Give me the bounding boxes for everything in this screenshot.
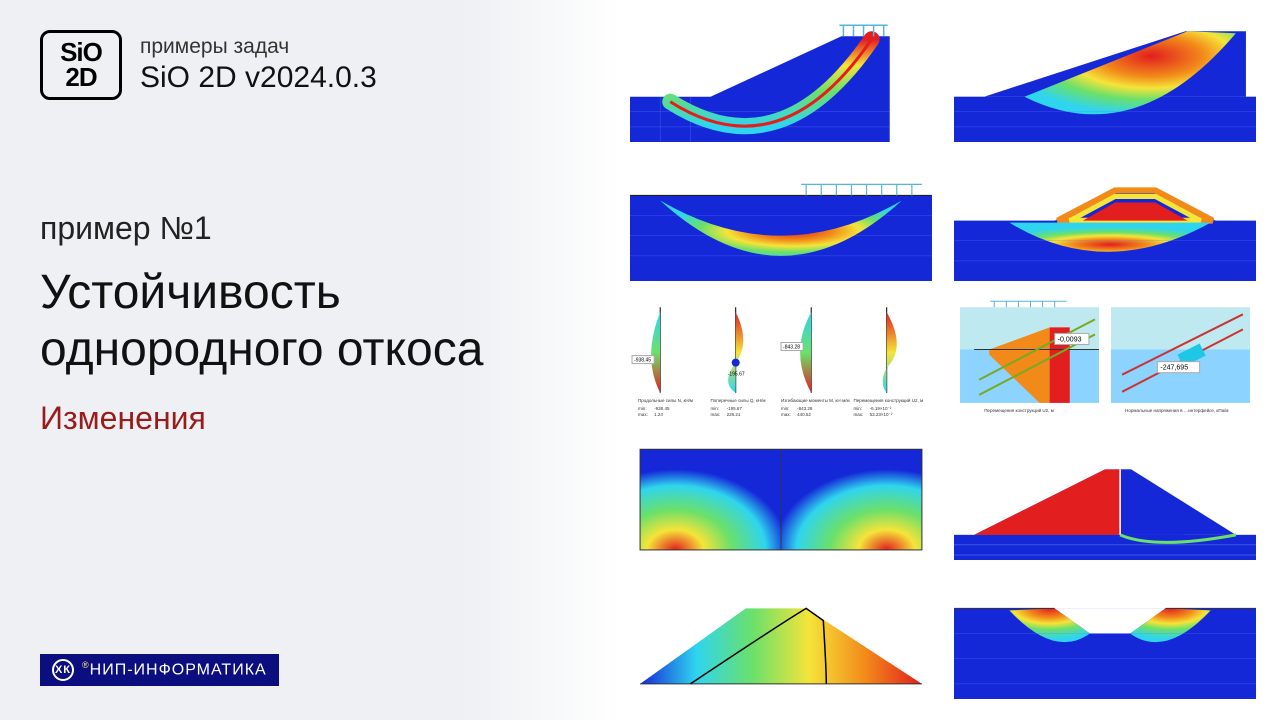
svg-text:Нормальные напряжения в …интер: Нормальные напряжения в …интерфейсе, кПа… xyxy=(1125,407,1228,413)
thumbnail-grid: -938.45 -195.67 -843.28 Продольные силы … xyxy=(620,0,1280,720)
title-line1: Устойчивость xyxy=(40,266,341,319)
svg-text:min:: min: xyxy=(853,406,862,411)
svg-text:max:: max: xyxy=(711,412,721,417)
svg-text:-938.45: -938.45 xyxy=(654,406,670,411)
company-name: НИП-ИНФОРМАТИКА xyxy=(90,662,267,679)
version-label: SiO 2D v2024.0.3 xyxy=(140,61,377,95)
svg-text:min:: min: xyxy=(711,406,720,411)
thumb-r2c2 xyxy=(954,159,1256,282)
logo-line2: 2D xyxy=(65,65,96,90)
page-title: Устойчивость однородного откоса xyxy=(40,265,580,378)
svg-text:Перемещения конструкций U2, м: Перемещения конструкций U2, м xyxy=(853,397,923,403)
logo-icon: SiO 2D xyxy=(40,30,122,100)
thumb-r4c2 xyxy=(954,438,1256,561)
title-line2: однородного откоса xyxy=(40,323,483,376)
thumb-r2c1 xyxy=(630,159,932,282)
svg-text:-938.45: -938.45 xyxy=(634,358,651,364)
thumb-r5c1 xyxy=(630,577,932,700)
changes-label: Изменения xyxy=(40,400,580,437)
svg-text:Изгибающие моменты M, кН·м/м: Изгибающие моменты M, кН·м/м xyxy=(781,398,850,403)
svg-text:1.24: 1.24 xyxy=(654,412,663,417)
svg-text:min:: min: xyxy=(638,406,647,411)
company-icon: ХК xyxy=(52,659,74,681)
svg-text:-195.67: -195.67 xyxy=(728,372,745,378)
thumb-r1c1 xyxy=(630,20,932,143)
svg-text:Продольные силы N, кН/м: Продольные силы N, кН/м xyxy=(638,398,693,403)
thumb-r5c2 xyxy=(954,577,1256,700)
svg-text:-6.19×10⁻²: -6.19×10⁻² xyxy=(870,406,892,411)
svg-text:Поперечные силы Q, кН/м: Поперечные силы Q, кН/м xyxy=(711,398,766,403)
thumb-r3c2: -0,0093 Перемещения конструкций U2, м -2… xyxy=(954,298,1256,421)
svg-text:226.21: 226.21 xyxy=(727,412,741,417)
svg-text:-247,695: -247,695 xyxy=(1160,365,1188,372)
subhead: примеры задач xyxy=(140,35,377,59)
thumb-r3c1: -938.45 -195.67 -843.28 Продольные силы … xyxy=(630,298,932,421)
svg-text:max:: max: xyxy=(638,412,648,417)
svg-text:max:: max: xyxy=(781,412,791,417)
thumb-r1c2 xyxy=(954,20,1256,143)
svg-text:53.23×10⁻²: 53.23×10⁻² xyxy=(870,412,893,417)
svg-text:Перемещения конструкций U2, м: Перемещения конструкций U2, м xyxy=(984,407,1054,413)
example-number: пример №1 xyxy=(40,210,580,247)
svg-text:-843.28: -843.28 xyxy=(783,345,800,351)
company-badge: ХК ®НИП-ИНФОРМАТИКА xyxy=(40,654,279,686)
svg-text:max:: max: xyxy=(853,412,863,417)
logo-row: SiO 2D примеры задач SiO 2D v2024.0.3 xyxy=(40,30,580,100)
svg-text:440.52: 440.52 xyxy=(797,412,811,417)
svg-text:-843.28: -843.28 xyxy=(797,406,813,411)
svg-text:-195.67: -195.67 xyxy=(727,406,743,411)
svg-text:min:: min: xyxy=(781,406,790,411)
svg-text:-0,0093: -0,0093 xyxy=(1058,337,1082,344)
thumb-r4c1 xyxy=(630,438,932,561)
